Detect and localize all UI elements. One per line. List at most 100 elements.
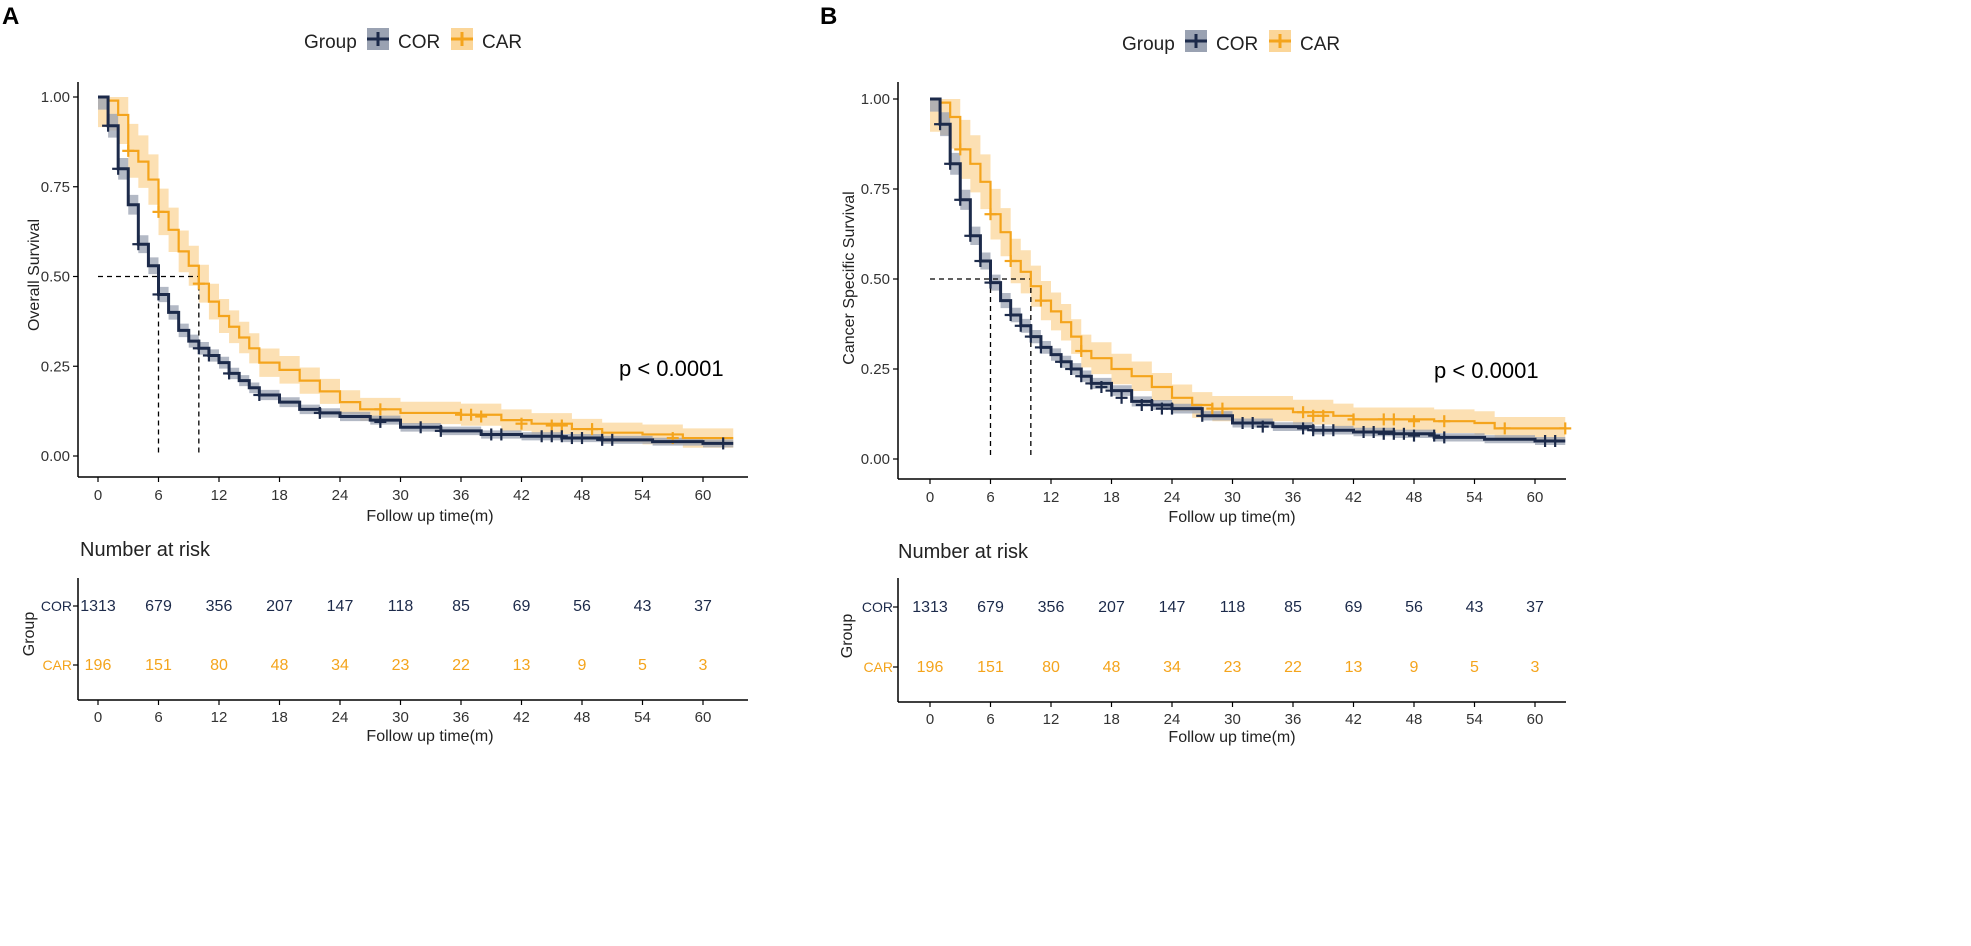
risk-table-b: 0131319666791511235680182074824147343011… bbox=[893, 578, 1566, 728]
y-tick-label-b: 0.50 bbox=[861, 271, 890, 288]
x-axis-label-a: Follow up time(m) bbox=[366, 508, 493, 525]
risk-count-car-a: 80 bbox=[210, 657, 228, 674]
censor-mark-cor-b bbox=[944, 157, 957, 170]
risk-count-cor-a: 56 bbox=[573, 598, 591, 615]
risk-count-cor-a: 85 bbox=[452, 598, 470, 615]
censor-mark-cor-b bbox=[1236, 417, 1249, 429]
risk-x-tick-label-a: 18 bbox=[271, 709, 288, 726]
censor-mark-car-b bbox=[984, 208, 997, 221]
risk-count-cor-b: 147 bbox=[1159, 599, 1186, 616]
censor-mark-cor-b bbox=[1327, 424, 1340, 437]
legend-title-b: Group bbox=[1122, 34, 1175, 55]
x-tick-label-b: 36 bbox=[1285, 489, 1302, 506]
censor-mark-car-a bbox=[152, 205, 165, 218]
risk-count-cor-a: 118 bbox=[388, 598, 414, 615]
panel-b: B Group COR CAR 0.00 0.25 0.50 0.75 1.00 0 6 12… bbox=[820, 3, 1572, 746]
censor-mark-cor-b bbox=[1034, 341, 1047, 354]
risk-count-car-a: 22 bbox=[452, 657, 470, 674]
censor-mark-cor-b bbox=[1095, 381, 1108, 393]
legend-label-cor-a: COR bbox=[398, 32, 440, 53]
censor-mark-cor-b bbox=[1065, 363, 1078, 375]
ci-band-car-b bbox=[930, 99, 1566, 440]
x-tick-label-a: 0 bbox=[94, 487, 102, 504]
risk-x-tick-label-b: 54 bbox=[1466, 711, 1483, 728]
censor-mark-cor-a bbox=[202, 349, 215, 362]
risk-x-tick-label-a: 30 bbox=[392, 709, 409, 726]
y-tick-label-a: 0.00 bbox=[41, 448, 70, 465]
censor-mark-cor-b bbox=[1105, 384, 1118, 397]
censor-mark-cor-b bbox=[1055, 355, 1068, 368]
panel-a: A Group COR CAR 0.00 0.25 0.50 0.75 1.00 0 6 12… bbox=[2, 3, 748, 745]
legend-title-a: Group bbox=[304, 32, 357, 53]
censor-mark-car-b bbox=[1377, 413, 1390, 426]
y-tick-label-a: 0.50 bbox=[41, 269, 70, 286]
legend-b: Group COR CAR bbox=[1122, 30, 1340, 55]
survival-line-cor-a bbox=[98, 95, 734, 445]
censor-mark-cor-b bbox=[1297, 422, 1310, 435]
censor-mark-cor-b bbox=[1317, 424, 1330, 437]
risk-table-a: 0131319666791511235680182074824147343011… bbox=[73, 578, 748, 726]
censor-mark-cor-a bbox=[253, 388, 266, 401]
x-tick-label-b: 54 bbox=[1466, 489, 1483, 506]
risk-count-car-b: 151 bbox=[977, 659, 1004, 676]
x-tick-label-b: 42 bbox=[1345, 489, 1362, 506]
censor-mark-cor-b bbox=[1387, 427, 1400, 440]
risk-count-car-a: 151 bbox=[145, 657, 172, 674]
censor-mark-cor-b bbox=[1539, 435, 1552, 447]
censor-mark-cor-a bbox=[495, 428, 508, 441]
risk-count-cor-b: 43 bbox=[1466, 599, 1484, 616]
risk-row-label-car-a: CAR bbox=[42, 657, 72, 673]
x-tick-label-a: 6 bbox=[154, 487, 162, 504]
censor-mark-car-b bbox=[1034, 294, 1047, 307]
risk-count-car-a: 3 bbox=[699, 657, 708, 674]
risk-count-car-a: 23 bbox=[392, 657, 410, 674]
censor-mark-car-b bbox=[1498, 422, 1511, 435]
y-tick-label-a: 1.00 bbox=[41, 89, 70, 106]
risk-x-tick-label-a: 54 bbox=[634, 709, 651, 726]
pvalue-b: p < 0.0001 bbox=[1434, 358, 1539, 383]
censor-mark-cor-a bbox=[717, 437, 730, 450]
censor-mark-car-b bbox=[1206, 402, 1219, 415]
censor-mark-cor-b bbox=[1166, 402, 1178, 415]
risk-x-tick-label-b: 30 bbox=[1224, 711, 1241, 728]
censor-mark-cor-b bbox=[984, 276, 997, 289]
x-tick-label-a: 48 bbox=[574, 487, 591, 504]
censor-mark-cor-a bbox=[535, 430, 548, 443]
censor-mark-car-b bbox=[1438, 415, 1451, 428]
risk-count-car-b: 80 bbox=[1042, 659, 1060, 676]
risk-count-cor-a: 356 bbox=[206, 598, 233, 615]
risk-count-car-b: 48 bbox=[1103, 659, 1121, 676]
risk-x-tick-label-b: 0 bbox=[926, 711, 934, 728]
censor-mark-cor-b bbox=[1256, 420, 1269, 433]
risk-x-axis-label-a: Follow up time(m) bbox=[366, 728, 493, 745]
legend-label-car-a: CAR bbox=[482, 32, 522, 53]
x-tick-label-a: 30 bbox=[392, 487, 409, 504]
censor-mark-cor-b bbox=[954, 193, 967, 206]
x-axis-label-b: Follow up time(m) bbox=[1168, 509, 1295, 526]
censor-mark-cor-b bbox=[1196, 409, 1209, 422]
legend-label-car-b: CAR bbox=[1300, 34, 1340, 55]
censor-mark-cor-b bbox=[1085, 377, 1098, 390]
censor-mark-car-a bbox=[192, 277, 205, 290]
censor-mark-cor-b bbox=[1397, 427, 1410, 440]
y-tick-label-a: 0.25 bbox=[41, 358, 70, 375]
survival-line-car-a bbox=[98, 95, 734, 440]
x-tick-label-b: 48 bbox=[1406, 489, 1423, 506]
risk-count-car-a: 48 bbox=[271, 657, 289, 674]
x-tick-label-a: 24 bbox=[332, 487, 349, 504]
risk-count-cor-a: 207 bbox=[266, 598, 293, 615]
risk-y-label-b: Group bbox=[839, 614, 856, 659]
risk-count-car-a: 9 bbox=[578, 657, 587, 674]
risk-count-cor-b: 118 bbox=[1220, 599, 1246, 616]
censor-mark-car-b bbox=[1307, 409, 1320, 422]
panel-letter-a: A bbox=[2, 3, 19, 30]
y-tick-label-a: 0.75 bbox=[41, 179, 70, 196]
censor-mark-car-b bbox=[1004, 255, 1017, 267]
x-tick-label-b: 18 bbox=[1103, 489, 1120, 506]
risk-x-tick-label-a: 36 bbox=[453, 709, 470, 726]
risk-count-cor-b: 207 bbox=[1098, 599, 1125, 616]
risk-count-car-a: 13 bbox=[513, 657, 531, 674]
risk-count-cor-b: 56 bbox=[1405, 599, 1423, 616]
survival-line-car-b bbox=[930, 97, 1566, 430]
